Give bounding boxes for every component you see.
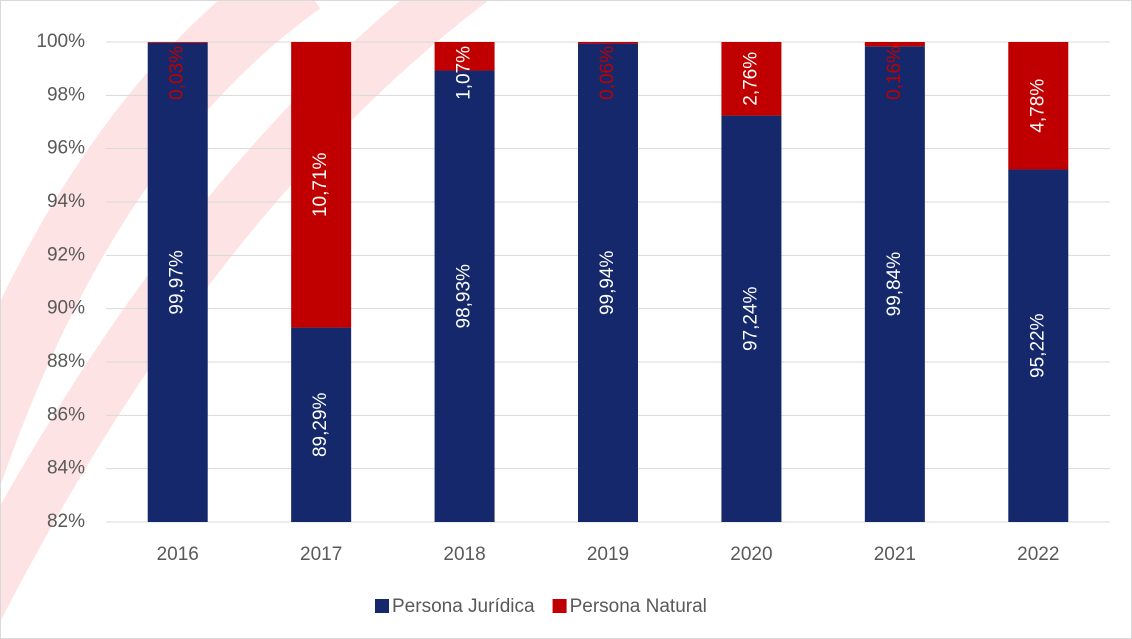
y-tick-label: 86% xyxy=(47,404,85,425)
bar-segment xyxy=(434,70,495,523)
y-tick-label: 100% xyxy=(36,31,85,52)
bar-segment xyxy=(578,43,638,522)
bar-segment xyxy=(864,42,925,47)
legend-label: Persona Jurídica xyxy=(392,596,535,617)
bar-segment xyxy=(721,42,782,116)
data-label: 0,16% xyxy=(884,46,905,100)
bar-segment xyxy=(434,42,495,71)
data-label: 99,94% xyxy=(597,250,618,315)
x-tick-label: 2019 xyxy=(587,544,629,565)
y-tick-label: 84% xyxy=(47,458,85,479)
data-label: 98,93% xyxy=(454,264,475,329)
data-label: 2,76% xyxy=(740,52,761,106)
y-tick-label: 82% xyxy=(47,511,85,532)
bar-segment xyxy=(291,42,352,328)
bar-segment xyxy=(1008,169,1069,522)
legend-label: Persona Natural xyxy=(570,596,707,617)
x-tick-label: 2016 xyxy=(157,544,199,565)
y-tick-label: 94% xyxy=(47,191,85,212)
y-tick-label: 88% xyxy=(47,351,85,372)
data-label: 4,78% xyxy=(1027,79,1048,133)
bar-segment xyxy=(147,42,208,523)
x-tick-label: 2018 xyxy=(443,544,485,565)
bar-segment xyxy=(291,327,352,522)
data-label: 1,07% xyxy=(454,46,475,100)
data-label: 99,97% xyxy=(167,250,188,315)
x-tick-label: 2017 xyxy=(300,544,342,565)
data-label: 99,84% xyxy=(884,252,905,317)
data-label: 10,71% xyxy=(310,152,331,217)
y-tick-label: 90% xyxy=(47,298,85,319)
data-label: 95,22% xyxy=(1027,313,1048,378)
data-label: 97,24% xyxy=(740,286,761,351)
bar-segment xyxy=(578,42,638,44)
bar-segment xyxy=(1008,42,1069,170)
bar-segment xyxy=(721,115,782,522)
legend-swatch xyxy=(552,599,567,613)
y-tick-label: 96% xyxy=(47,138,85,159)
bar-segment xyxy=(864,46,925,523)
x-tick-label: 2021 xyxy=(874,544,916,565)
legend-swatch xyxy=(375,599,389,613)
data-label: 0,03% xyxy=(167,46,188,100)
data-label: 0,06% xyxy=(597,46,618,100)
y-tick-label: 92% xyxy=(47,244,85,265)
x-tick-label: 2020 xyxy=(730,544,772,565)
x-tick-label: 2022 xyxy=(1017,544,1059,565)
bar-segment xyxy=(147,42,208,43)
data-label: 89,29% xyxy=(310,392,331,457)
y-tick-label: 98% xyxy=(47,84,85,105)
